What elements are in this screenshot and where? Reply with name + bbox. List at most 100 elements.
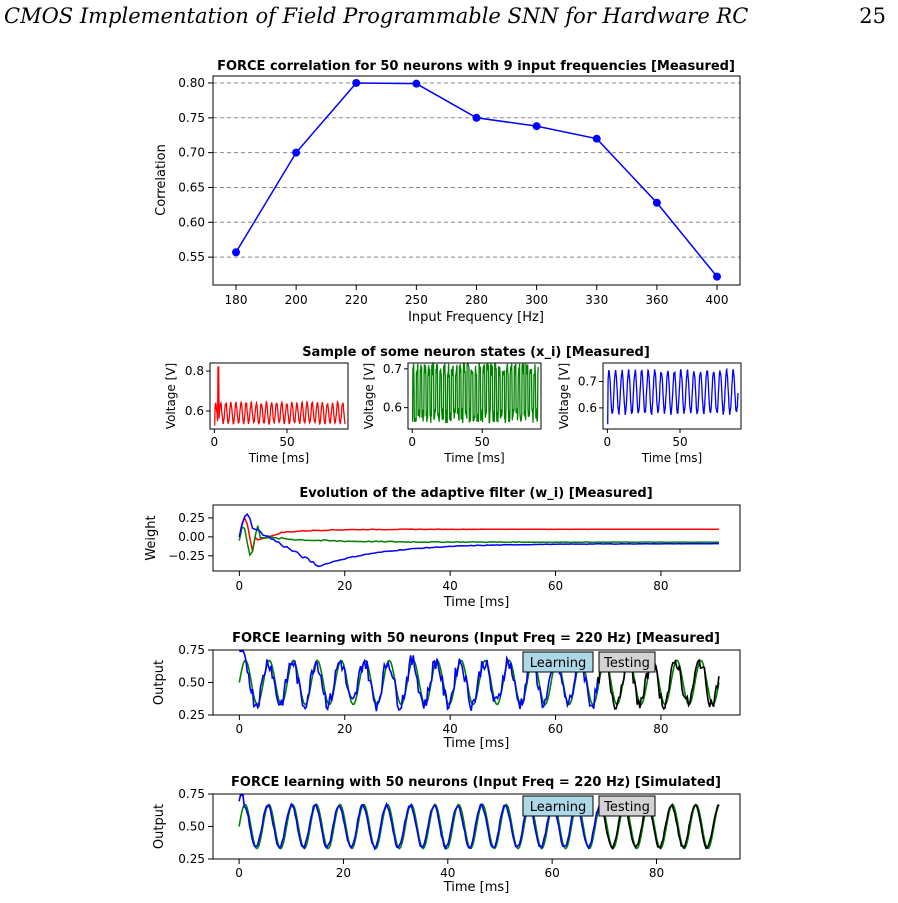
neuron-panel-3: 0.6 0.7 0 50 Voltage [V] Time [ms] (557, 362, 742, 465)
chart-title: Evolution of the adaptive filter (w_i) [… (299, 486, 652, 501)
x-tick-label: 0 (604, 435, 612, 449)
running-title: CMOS Implementation of Field Programmabl… (4, 4, 749, 28)
y-tick-label: 0.7 (578, 374, 597, 388)
plot-frame (212, 649, 741, 716)
force-simulated-chart: FORCE learning with 50 neurons (Input Fr… (152, 775, 741, 895)
plot-frame (212, 504, 741, 572)
testing-label-text: Testing (603, 800, 650, 815)
x-tick-label: 40 (443, 722, 458, 736)
plot-frame (407, 362, 542, 430)
correlation-series (232, 78, 721, 281)
neuron-states-chart: Sample of some neuron states (x_i) [Meas… (164, 345, 742, 465)
testing-label: Testing (598, 651, 656, 673)
y-tick-label: 0.70 (178, 146, 205, 160)
x-tick-label: 0 (408, 435, 416, 449)
data-point (713, 272, 721, 281)
y-tick-label: 0.80 (178, 76, 205, 90)
x-axis-label: Time [ms] (443, 880, 510, 895)
testing-output (596, 654, 720, 711)
x-tick-label: 180 (225, 293, 248, 307)
y-axis-label: Output (152, 804, 167, 849)
y-tick-label: 0.65 (178, 180, 205, 194)
x-tick-label: 300 (525, 293, 548, 307)
x-axis-label: Time [ms] (641, 451, 703, 465)
plot-frame (209, 362, 349, 430)
data-point (352, 78, 361, 87)
weight-series (238, 513, 719, 568)
data-point (592, 134, 601, 143)
correlation-chart: FORCE correlation for 50 neurons with 9 … (154, 59, 741, 325)
x-tick-label: 0 (236, 722, 244, 736)
y-axis: 0.55 0.60 0.65 0.70 0.75 0.80 (178, 76, 213, 264)
y-tick-label: 0.6 (383, 401, 402, 415)
testing-label: Testing (598, 795, 656, 817)
y-axis-label: Weight (144, 515, 159, 560)
x-axis-label: Input Frequency [Hz] (408, 310, 544, 325)
y-tick-label: 0.75 (178, 643, 205, 657)
y-tick-label: 0.7 (383, 362, 402, 376)
x-tick-label: 0 (236, 579, 244, 593)
testing-label-box (598, 651, 656, 673)
x-tick-label: 80 (653, 722, 668, 736)
x-tick-label: 50 (672, 435, 687, 449)
x-tick-label: 50 (475, 435, 490, 449)
voltage-trace (607, 367, 739, 425)
gridlines (213, 82, 740, 258)
x-tick-label: 50 (279, 435, 294, 449)
data-point (412, 79, 421, 88)
learning-output (239, 650, 599, 712)
x-tick-label: 20 (337, 579, 352, 593)
x-axis-label: Time [ms] (443, 451, 505, 465)
learning-label-text: Learning (530, 800, 586, 815)
chart-title: FORCE correlation for 50 neurons with 9 … (217, 59, 735, 74)
chart-title: FORCE learning with 50 neurons (Input Fr… (231, 775, 721, 790)
x-tick-label: 80 (653, 579, 668, 593)
x-tick-label: 40 (443, 579, 458, 593)
y-axis-label: Voltage [V] (362, 363, 376, 429)
y-tick-label: 0.50 (178, 820, 205, 834)
data-point (232, 248, 240, 257)
x-tick-label: 360 (645, 293, 668, 307)
x-axis-label: Time [ms] (248, 451, 310, 465)
y-tick-label: 0.25 (178, 511, 205, 525)
y-tick-label: 0.75 (178, 787, 205, 801)
learning-label-box (522, 651, 594, 673)
x-tick-label: 200 (285, 293, 308, 307)
x-tick-label: 220 (345, 293, 368, 307)
y-tick-label: 0.25 (178, 708, 205, 722)
force-measured-chart: FORCE learning with 50 neurons (Input Fr… (152, 631, 741, 751)
y-tick-label: 0.55 (178, 250, 205, 264)
x-tick-label: 40 (440, 866, 455, 880)
y-tick-label: 0.6 (185, 404, 204, 418)
data-point (652, 198, 661, 207)
data-point (292, 148, 301, 157)
y-tick-label: 0.00 (178, 530, 205, 544)
voltage-trace (214, 366, 346, 426)
page-number: 25 (859, 4, 886, 28)
page-header: CMOS Implementation of Field Programmabl… (0, 0, 898, 40)
x-tick-label: 0 (211, 435, 219, 449)
x-tick-label: 0 (235, 866, 243, 880)
x-tick-label: 20 (337, 722, 352, 736)
neuron-panel-1: 0.6 0.8 0 50 Voltage [V] Time [ms] (164, 362, 349, 465)
x-tick-label: 250 (405, 293, 428, 307)
adaptive-filter-chart: Evolution of the adaptive filter (w_i) [… (144, 486, 741, 610)
voltage-trace (411, 361, 539, 424)
y-axis-label: Voltage [V] (164, 363, 178, 429)
data-point (472, 113, 481, 122)
y-tick-label: 0.75 (178, 111, 205, 125)
data-point (532, 122, 541, 131)
weight-series (238, 516, 719, 552)
x-tick-label: 20 (336, 866, 351, 880)
x-axis: 180 200 220 250 280 300 330 360 400 (225, 285, 728, 307)
chart-title: Sample of some neuron states (x_i) [Meas… (302, 345, 650, 360)
x-tick-label: 60 (545, 866, 560, 880)
y-tick-label: 0.60 (178, 215, 205, 229)
learning-label: Learning (522, 795, 594, 817)
y-axis-label: Output (152, 660, 167, 705)
y-axis-label: Voltage [V] (557, 363, 571, 429)
learning-label-text: Learning (530, 656, 586, 671)
chart-title: FORCE learning with 50 neurons (Input Fr… (232, 631, 720, 646)
y-tick-label: 0.50 (178, 676, 205, 690)
